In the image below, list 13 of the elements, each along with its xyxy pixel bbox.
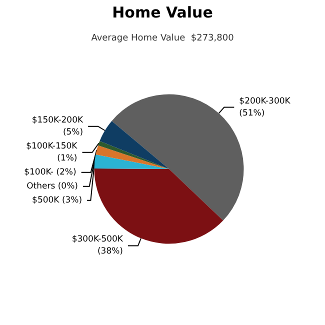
slice-label: $100K-150K [26,141,78,152]
slice-label: $200K-300K [239,96,291,106]
slice-label: $100K- (2%) [24,167,76,178]
chart-subtitle: Average Home Value $273,800 [91,34,234,44]
category-label: Others (0%) [26,181,78,192]
data-label: (1%) [57,153,78,164]
data-label: (51%) [239,108,265,118]
data-label: (38%) [97,246,123,257]
data-label: (5%) [62,127,84,138]
slice-label: $500K (3%) [32,195,82,206]
slice-label: $300K-500K [72,234,124,245]
chart-title: Home Value [112,4,213,22]
slice-label: $150K-200K [32,115,84,126]
